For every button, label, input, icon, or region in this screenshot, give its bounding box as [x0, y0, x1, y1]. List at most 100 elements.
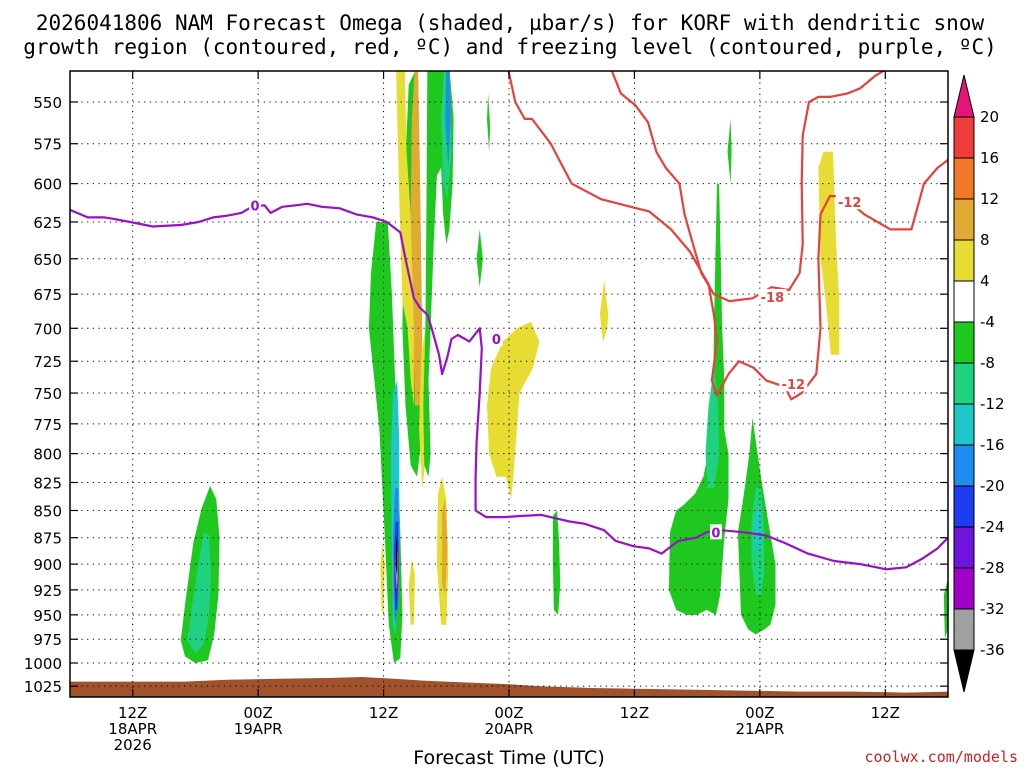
- contour-label-bg-3: [835, 194, 864, 210]
- y-tick-label-575: 575: [33, 136, 62, 154]
- x-tick-label-6-0: 12Z: [118, 704, 147, 722]
- omega-region-31: [818, 151, 840, 355]
- omega-region-29: [754, 505, 761, 554]
- x-tick-label-42-1: 20APR: [485, 720, 534, 738]
- omega-region-12: [396, 71, 414, 406]
- contour-label-2: 0: [711, 526, 720, 541]
- colorbar-bin-5: [953, 321, 975, 364]
- y-tick-label-625: 625: [33, 214, 62, 232]
- y-tick-label-850: 850: [33, 502, 62, 520]
- omega-region-11: [395, 537, 398, 575]
- colorbar-label-1: 16: [980, 149, 999, 167]
- omega-region-14: [380, 543, 385, 615]
- x-tick-label-18-0: 00Z: [243, 704, 272, 722]
- contour-label-bg-2: [709, 524, 722, 540]
- contour-label-0: 0: [250, 199, 259, 214]
- omega-region-25: [668, 183, 729, 615]
- colorbar-label-12: -32: [980, 600, 1005, 618]
- chart-title-line-2: growth region (contoured, red, ºC) and f…: [23, 35, 997, 59]
- colorbar-bin-6: [953, 362, 975, 405]
- colorbar-label-0: 20: [980, 108, 999, 126]
- omega-region-23: [552, 510, 561, 615]
- x-tick-label-54-0: 12Z: [620, 704, 649, 722]
- colorbar-bin-10: [953, 526, 975, 569]
- x-axis-title: Forecast Time (UTC): [413, 747, 604, 768]
- omega-region-13: [408, 558, 415, 625]
- colorbar-label-11: -28: [980, 559, 1005, 577]
- colorbar-label-2: 12: [980, 190, 999, 208]
- plot-area: 0 0 0 -12 -12 -18: [69, 70, 949, 698]
- y-tick-label-825: 825: [33, 474, 62, 492]
- omega-region-24: [599, 280, 609, 342]
- y-tick-label-675: 675: [33, 286, 62, 304]
- colorbar-under-triangle: [953, 649, 975, 693]
- omega-region-32: [943, 578, 948, 640]
- x-tick-label-66-1: 21APR: [735, 720, 784, 738]
- omega-shading-layer: [180, 71, 948, 663]
- y-tick-label-650: 650: [33, 251, 62, 269]
- x-tick-label-6-2: 2026: [114, 736, 152, 754]
- colorbar: 20 16 12 8 4 -4 -8 -12 -16 -20 -24 -28 -32 -36: [953, 74, 1005, 693]
- y-tick-label-975: 975: [33, 631, 62, 649]
- omega-region-20: [476, 229, 483, 288]
- x-tick-label-42-0: 00Z: [494, 704, 523, 722]
- colorbar-bin-7: [953, 403, 975, 446]
- colorbar-label-6: -8: [980, 354, 995, 372]
- contour-label-1: 0: [492, 333, 501, 348]
- x-tick-label-66-0: 00Z: [745, 704, 774, 722]
- chart-title-line-1: 2026041806 NAM Forecast Omega (shaded, µ…: [36, 11, 985, 35]
- y-tick-label-775: 775: [33, 416, 62, 434]
- contour-label-bg-4: [779, 376, 808, 392]
- y-tick-label-750: 750: [33, 385, 62, 403]
- colorbar-label-7: -12: [980, 395, 1005, 413]
- colorbar-bin-2: [953, 198, 975, 241]
- y-tick-label-950: 950: [33, 607, 62, 625]
- omega-region-21: [487, 321, 540, 500]
- colorbar-bin-8: [953, 444, 975, 487]
- colorbar-label-10: -24: [980, 518, 1005, 536]
- y-tick-label-550: 550: [33, 94, 62, 112]
- colorbar-bin-3: [953, 239, 975, 282]
- omega-region-17: [445, 71, 451, 168]
- colorbar-bin-4: [953, 280, 975, 323]
- colorbar-bin-1: [953, 157, 975, 200]
- y-tick-label-925: 925: [33, 582, 62, 600]
- y-tick-label-1025: 1025: [24, 678, 62, 696]
- y-tick-label-875: 875: [33, 530, 62, 548]
- colorbar-label-8: -16: [980, 436, 1005, 454]
- colorbar-bin-0: [953, 116, 975, 159]
- colorbar-bin-9: [953, 485, 975, 528]
- omega-region-1: [187, 532, 212, 654]
- contour-label-bg-5: [758, 288, 787, 304]
- x-tick-label-30-0: 12Z: [369, 704, 398, 722]
- contour-label-3: -12: [838, 196, 862, 211]
- y-tick-label-1000: 1000: [24, 655, 62, 673]
- contour-label-bg-0: [249, 197, 262, 213]
- y-tick-label-900: 900: [33, 556, 62, 574]
- colorbar-label-4: 4: [980, 272, 990, 290]
- y-tick-label-800: 800: [33, 446, 62, 464]
- omega-region-26: [705, 367, 720, 489]
- contour-label-4: -12: [782, 378, 806, 393]
- colorbar-bin-12: [953, 608, 975, 651]
- y-tick-label-700: 700: [33, 320, 62, 338]
- credit-text: coolwx.com/models: [864, 748, 1018, 766]
- colorbar-label-5: -4: [980, 313, 995, 331]
- x-tick-label-18-1: 19APR: [234, 720, 283, 738]
- colorbar-label-13: -36: [980, 641, 1005, 659]
- omega-region-30: [727, 118, 732, 184]
- y-tick-label-725: 725: [33, 353, 62, 371]
- grid-layer: [70, 71, 948, 697]
- contour-label-bg-1: [490, 330, 503, 346]
- colorbar-over-triangle: [953, 74, 975, 118]
- colorbar-label-3: 8: [980, 231, 990, 249]
- x-tick-label-6-1: 18APR: [108, 720, 157, 738]
- omega-region-22: [487, 93, 491, 152]
- y-axis: 550 575 600 625 650 675 700 725 750 775 800 825 850 8…: [24, 94, 948, 696]
- x-tick-label-78-0: 12Z: [871, 704, 900, 722]
- colorbar-bin-11: [953, 567, 975, 610]
- omega-region-19: [442, 499, 448, 595]
- colorbar-label-9: -20: [980, 477, 1005, 495]
